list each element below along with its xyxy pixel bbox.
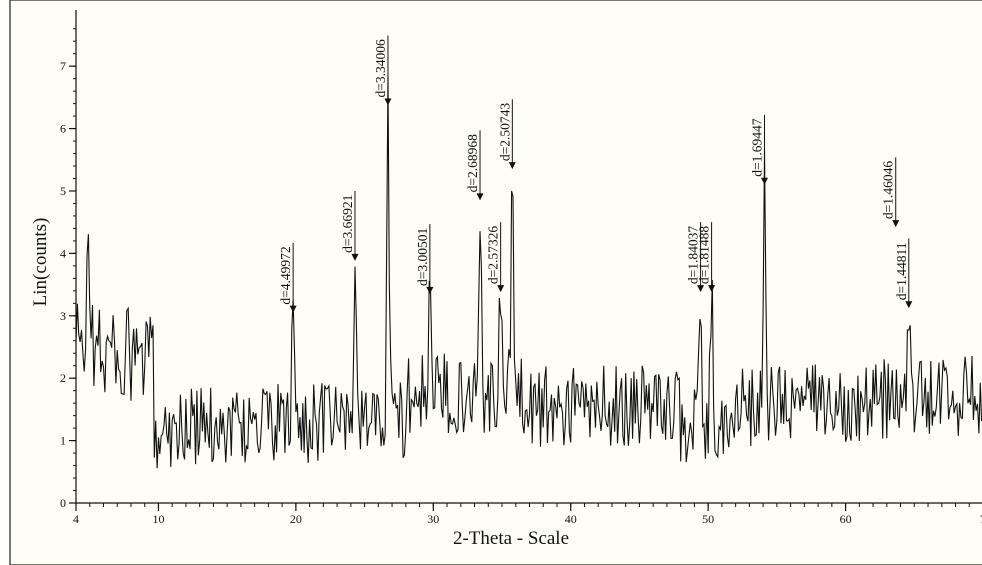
- y-tick-label: 6: [60, 122, 66, 136]
- x-axis-title: 2-Theta - Scale: [453, 528, 569, 549]
- peak-label: d=1.81488: [697, 226, 712, 284]
- spectrum-trace: [75, 75, 982, 469]
- peak-label: d=2.68968: [465, 134, 480, 192]
- x-tick-label: 50: [702, 512, 714, 526]
- peak-label: d=4.49972: [278, 246, 293, 304]
- peak-arrow-head: [760, 177, 768, 185]
- peak-arrow-head: [289, 305, 297, 313]
- peak-arrow-head: [476, 193, 484, 201]
- x-tick-label: 7: [980, 512, 982, 526]
- y-tick-label: 1: [60, 434, 66, 448]
- x-tick-label: 10: [152, 512, 164, 526]
- peak-label: d=1.46046: [881, 161, 896, 219]
- y-tick-label: 4: [60, 246, 66, 260]
- peak-arrow-head: [892, 220, 900, 228]
- peak-label: d=1.44811: [894, 243, 909, 301]
- x-tick-label: 40: [565, 512, 577, 526]
- peak-arrow-head: [508, 162, 516, 170]
- x-tick-label: 60: [840, 512, 852, 526]
- x-tick-label: 30: [427, 512, 439, 526]
- peak-arrow-head: [905, 301, 913, 309]
- y-tick-label: 5: [60, 184, 66, 198]
- peak-arrow-head: [497, 285, 505, 293]
- peak-label: d=1.69447: [749, 118, 764, 176]
- x-tick-label: 4: [73, 512, 79, 526]
- y-axis-title: Lin(counts): [30, 218, 51, 307]
- y-tick-label: 0: [60, 496, 66, 510]
- y-tick-label: 3: [60, 309, 66, 323]
- peak-label: d=3.34006: [373, 39, 388, 97]
- axes: 0 1 2 3 4 5 6 7 4 10 20 30 40 50 60 7: [60, 10, 982, 526]
- peak-arrow-head: [697, 285, 705, 293]
- plot-frame: [9, 0, 982, 565]
- peak-arrow-head: [384, 98, 392, 106]
- peak-arrow-head: [426, 286, 434, 294]
- y-tick-label: 7: [60, 59, 66, 73]
- peak-label: d=2.50743: [497, 103, 512, 161]
- peak-annotations: d=4.49972 d=3.66921 d=3.34006 d=3.00501 d=2.…: [278, 35, 913, 313]
- peak-label: d=3.66921: [340, 195, 355, 253]
- diffraction-pattern: [75, 75, 982, 469]
- peak-label: d=2.57326: [486, 226, 501, 284]
- peak-label: d=3.00501: [415, 228, 430, 286]
- peak-label: d=1.84037: [686, 226, 701, 284]
- peak-arrow-head: [708, 285, 716, 293]
- y-tick-label: 2: [60, 371, 66, 385]
- peak-arrow-head: [351, 253, 359, 261]
- x-tick-label: 20: [290, 512, 302, 526]
